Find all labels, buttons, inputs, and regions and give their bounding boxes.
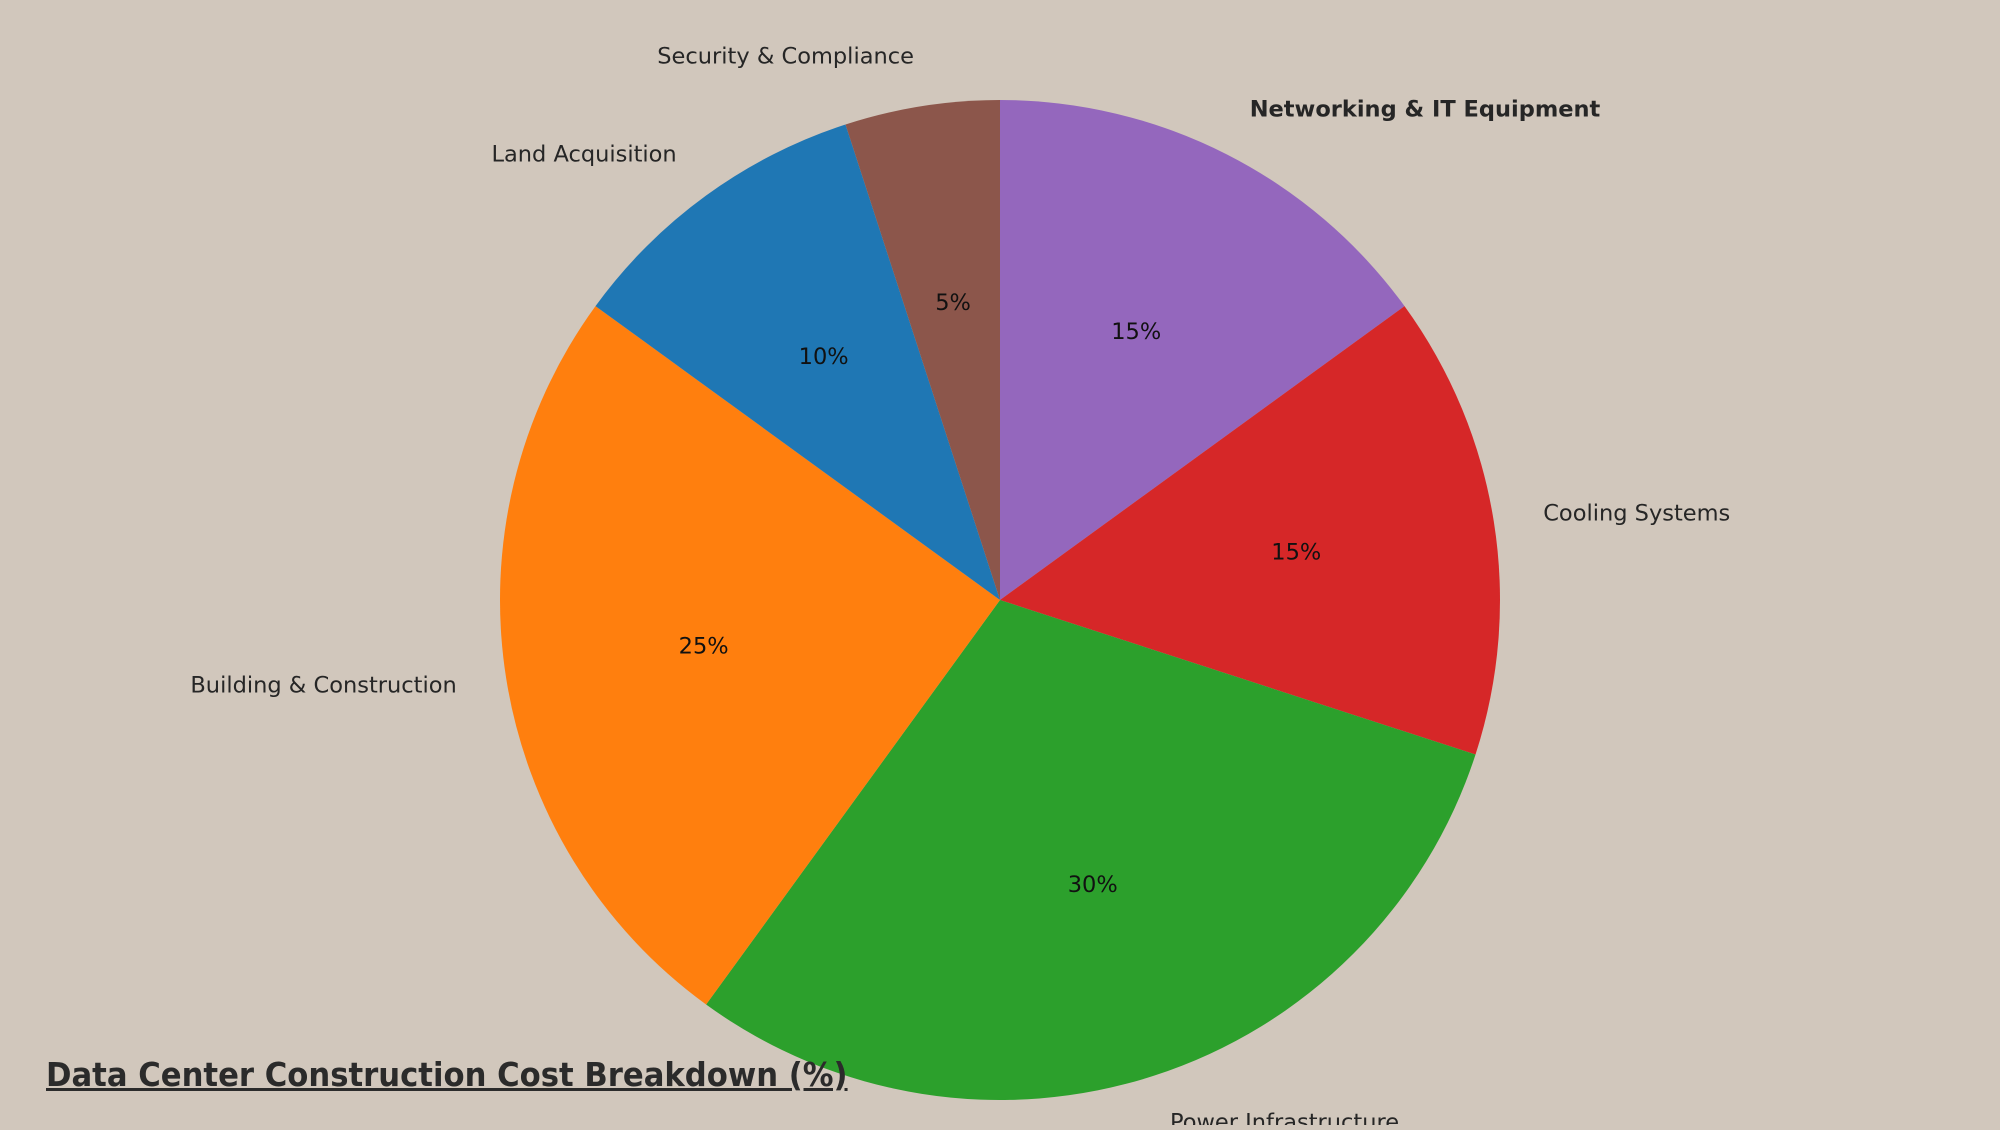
slice-pct-networking-and-it-equipment: 15%: [1111, 319, 1161, 345]
pie-slice-power-infrastructure: [706, 600, 1476, 1100]
slice-pct-cooling-systems: 15%: [1271, 540, 1321, 566]
chart-title: Data Center Construction Cost Breakdown …: [46, 1055, 848, 1094]
slice-label-land-acquisition: Land Acquisition: [491, 142, 676, 168]
slice-pct-security-and-compliance: 5%: [935, 290, 971, 316]
slice-pct-building-and-construction: 25%: [679, 633, 729, 659]
slice-label-security-and-compliance: Security & Compliance: [657, 43, 914, 69]
labels-layer: Networking & IT Equipment 15% Cooling Syst…: [190, 43, 1730, 1130]
pie-slice-networking-and-it-equipment: [1000, 100, 1405, 600]
slice-label-power-infrastructure: Power Infrastructure: [1170, 1110, 1399, 1125]
slice-label-building-and-construction: Building & Construction: [190, 673, 456, 699]
slice-pct-land-acquisition: 10%: [799, 344, 849, 370]
pie-slice-cooling-systems: [1000, 306, 1500, 755]
slice-pct-power-infrastructure: 30%: [1068, 872, 1118, 898]
pie-slice-building-and-construction: [500, 306, 1000, 1005]
slices-layer: [500, 100, 1500, 1100]
pie-slice-land-acquisition: [595, 124, 1000, 600]
slice-label-cooling-systems: Cooling Systems: [1543, 500, 1730, 526]
pie-slice-security-and-compliance: [845, 100, 1000, 600]
slice-label-networking-and-it-equipment: Networking & IT Equipment: [1250, 96, 1601, 122]
